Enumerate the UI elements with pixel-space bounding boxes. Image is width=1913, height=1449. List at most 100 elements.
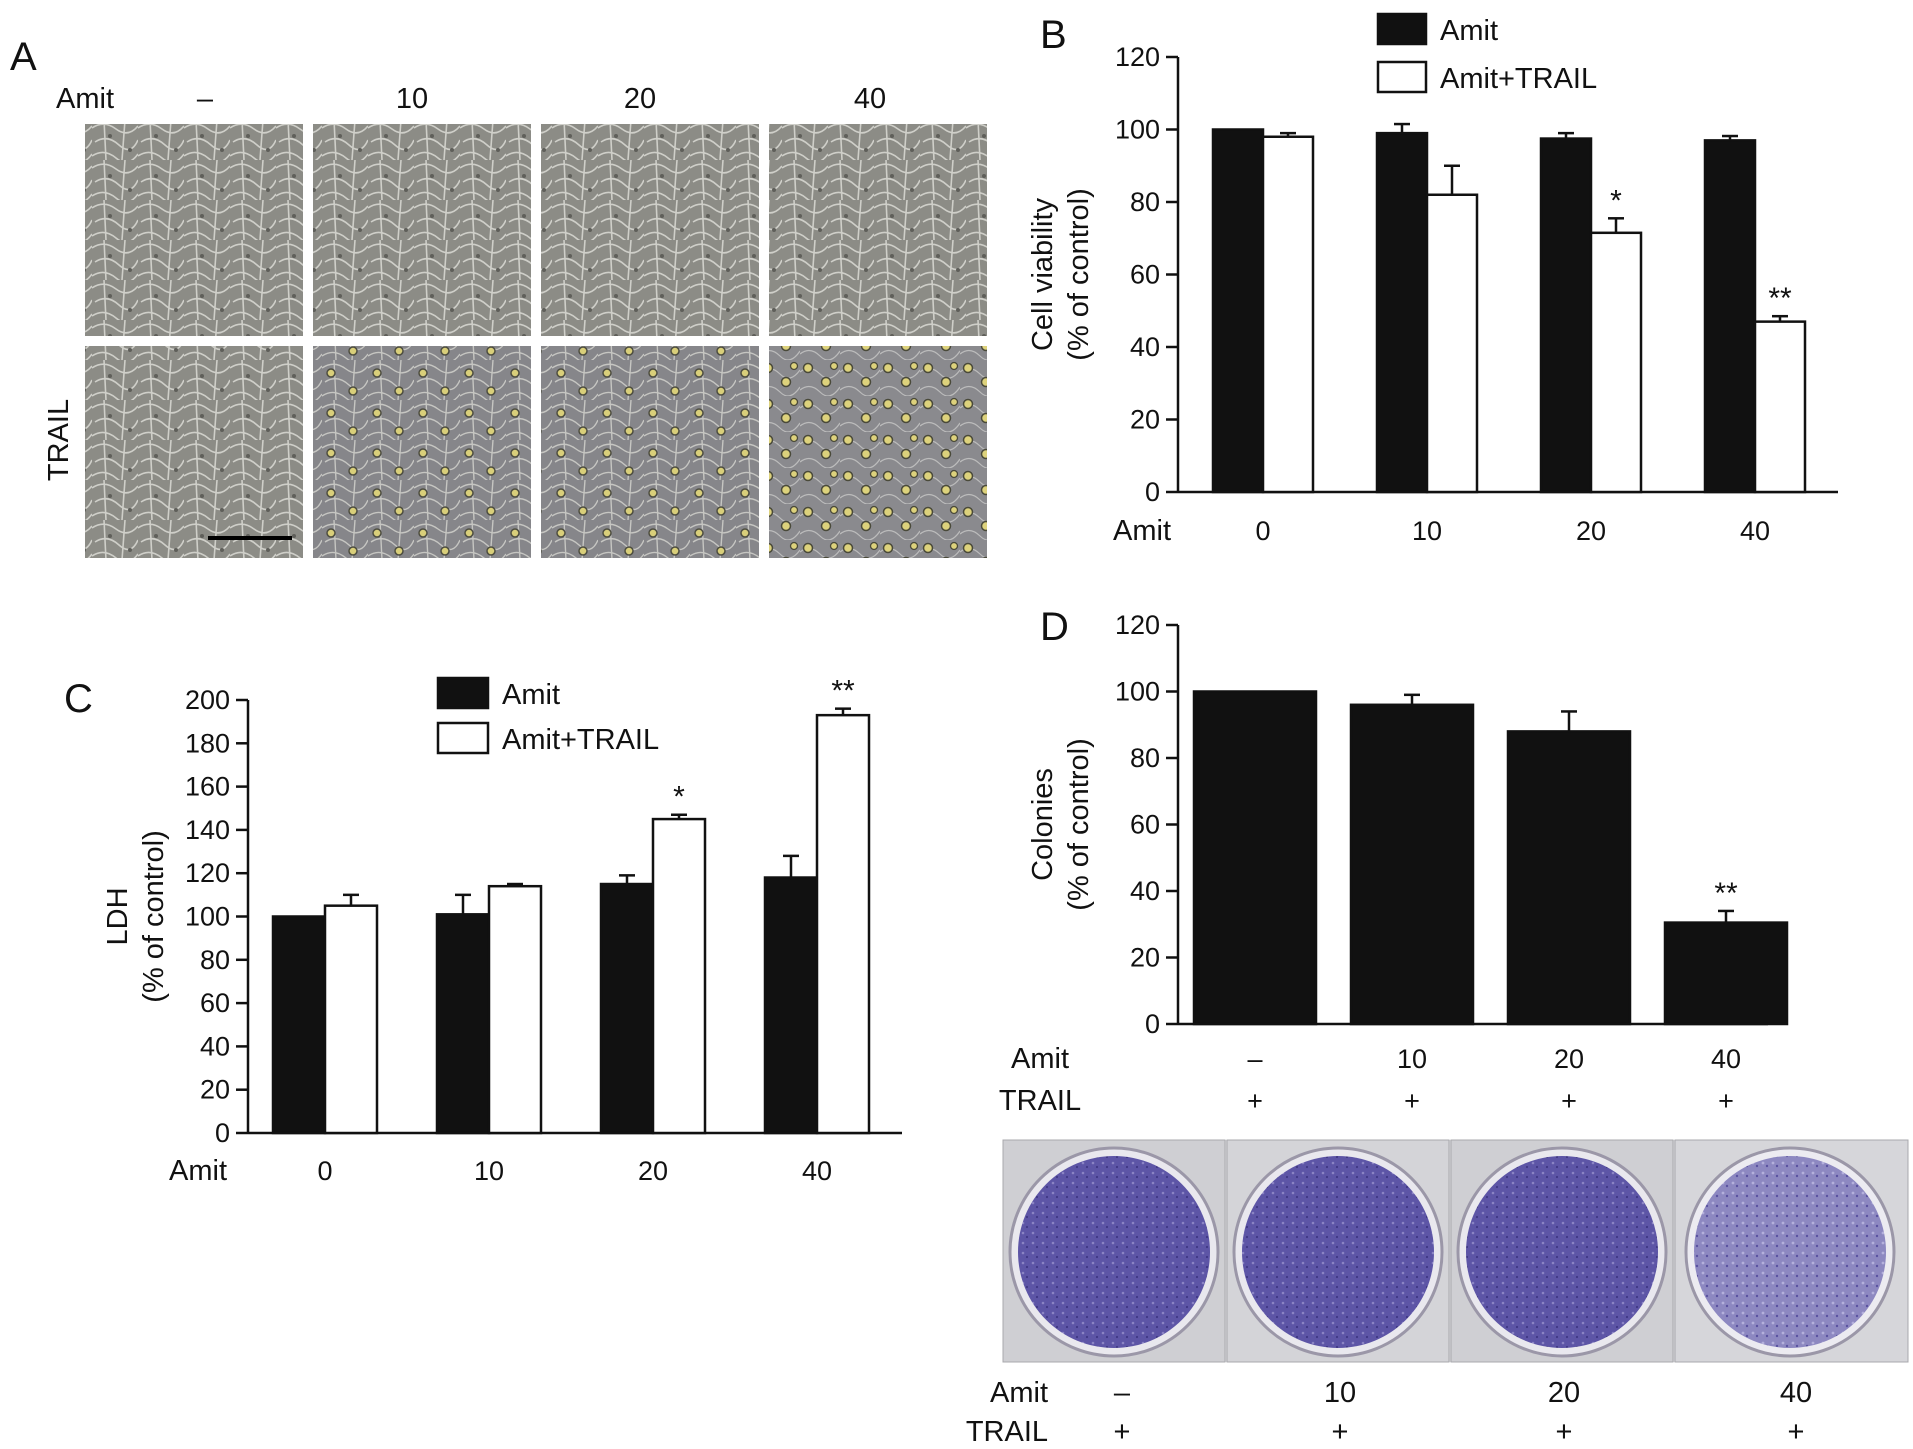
micrograph-trail-amit-20 xyxy=(541,346,759,558)
chart-d-xtick-label-3: 40 xyxy=(1711,1044,1741,1074)
chart-d-xtick-label-1: 10 xyxy=(1397,1044,1427,1074)
chart-c-bar-0-3 xyxy=(763,876,819,1135)
chart-b-annotation-0: * xyxy=(1610,184,1622,217)
chart-d-annotation-0: ** xyxy=(1714,877,1738,910)
chart-b-ytick-label-0: 0 xyxy=(1145,477,1160,507)
chart-d-bar-0-3 xyxy=(1663,921,1789,1026)
plates-col-label-2: 20 xyxy=(1548,1377,1580,1409)
chart-b-ylabel-line1: Cell viability xyxy=(1027,197,1059,351)
chart-d-second-row-label: TRAIL xyxy=(999,1085,1081,1117)
chart-d-ytick-label-2: 40 xyxy=(1130,876,1160,906)
chart-b-ytick-label-4: 80 xyxy=(1130,187,1160,217)
chart-d-trail-mark-0: + xyxy=(1247,1086,1263,1116)
panel-letter-c: C xyxy=(64,677,93,721)
chart-c-bar-1-2 xyxy=(651,817,707,1135)
chart-c-ylabel-line2: (% of control) xyxy=(138,830,170,1002)
plates-trail-mark-2: + xyxy=(1556,1416,1573,1448)
chart-d-bar-0-1 xyxy=(1349,703,1475,1026)
plates-col-label-3: 40 xyxy=(1780,1377,1812,1409)
chart-b-bar-0-0 xyxy=(1211,128,1265,494)
chart-c-bar-0-1 xyxy=(435,913,491,1135)
chart-c-ytick-label-7: 140 xyxy=(185,815,230,845)
plate-colonies-3 xyxy=(1694,1156,1886,1348)
chart-b: B Cell viability (% of control) Amit 0 20… xyxy=(1027,12,1838,547)
panel-a-col-label-1: 10 xyxy=(396,83,428,115)
panel-a-amit-label: Amit xyxy=(56,83,114,115)
chart-d-trail-mark-3: + xyxy=(1718,1086,1734,1116)
chart-c-ytick-label-2: 40 xyxy=(200,1031,230,1061)
chart-d-ytick-label-4: 80 xyxy=(1130,743,1160,773)
chart-d: D Colonies (% of control) Amit TRAIL 0 20… xyxy=(999,605,1789,1117)
chart-c-annotation-1: ** xyxy=(831,675,855,708)
micrograph-amit-20 xyxy=(541,124,759,336)
chart-c-legend-label-1: Amit+TRAIL xyxy=(502,724,659,756)
chart-c-legend-swatch-1 xyxy=(436,721,490,755)
chart-c-xtick-label-2: 20 xyxy=(638,1156,668,1186)
chart-b-ylabel-line2: (% of control) xyxy=(1063,188,1095,360)
chart-c-bar-0-2 xyxy=(599,882,655,1135)
plates-amit-label: Amit xyxy=(990,1377,1048,1409)
chart-c-bar-1-1 xyxy=(487,884,543,1135)
chart-b-xtick-label-0: 0 xyxy=(1255,516,1270,546)
chart-b-ytick-label-1: 20 xyxy=(1130,405,1160,435)
panel-a-col-label-2: 20 xyxy=(624,83,656,115)
chart-c-ylabel-line1: LDH xyxy=(102,887,134,945)
panel-letter-b: B xyxy=(1040,13,1067,57)
panel-a-col-label-3: 40 xyxy=(854,83,886,115)
chart-c-bar-1-0 xyxy=(323,904,379,1135)
chart-b-bar-1-1 xyxy=(1425,193,1479,494)
chart-d-ytick-label-6: 120 xyxy=(1115,610,1160,640)
chart-d-bar-0-2 xyxy=(1506,730,1632,1026)
plates-trail-mark-0: + xyxy=(1114,1416,1131,1448)
chart-d-ytick-label-3: 60 xyxy=(1130,810,1160,840)
chart-b-ytick-label-3: 60 xyxy=(1130,260,1160,290)
chart-b-bar-1-3 xyxy=(1753,320,1807,494)
chart-d-ytick-label-1: 20 xyxy=(1130,943,1160,973)
plate-colonies-2 xyxy=(1466,1156,1658,1348)
micrograph-control xyxy=(85,124,303,336)
chart-c-ytick-label-1: 20 xyxy=(200,1075,230,1105)
micrograph-amit-10 xyxy=(313,124,531,336)
chart-c-bar-1-3 xyxy=(815,713,871,1135)
chart-c-ytick-label-10: 200 xyxy=(185,685,230,715)
chart-b-legend-label-1: Amit+TRAIL xyxy=(1440,63,1597,95)
chart-b-xtick-label-1: 10 xyxy=(1412,516,1442,546)
chart-d-ylabel-line1: Colonies xyxy=(1027,768,1059,881)
chart-c-xtick-label-1: 10 xyxy=(474,1156,504,1186)
chart-c-category-label: Amit xyxy=(169,1155,227,1187)
chart-b-legend-label-0: Amit xyxy=(1440,15,1498,47)
chart-d-bar-0-0 xyxy=(1192,690,1318,1026)
chart-c-annotation-0: * xyxy=(673,781,685,814)
chart-c-legend-label-0: Amit xyxy=(502,679,560,711)
chart-c-ytick-label-4: 80 xyxy=(200,945,230,975)
plates-col-label-1: 10 xyxy=(1324,1377,1356,1409)
chart-b-legend-swatch-1 xyxy=(1376,60,1428,94)
chart-d-category-label: Amit xyxy=(1011,1043,1069,1075)
chart-c-xtick-label-3: 40 xyxy=(802,1156,832,1186)
panel-a: A Amit – 10 20 40 TRAIL xyxy=(10,35,987,558)
chart-c-ytick-label-0: 0 xyxy=(215,1118,230,1148)
plates-col-label-0: – xyxy=(1114,1377,1131,1409)
plates-trail-label: TRAIL xyxy=(966,1416,1048,1448)
chart-b-xtick-label-2: 20 xyxy=(1576,516,1606,546)
chart-c-ytick-label-9: 180 xyxy=(185,728,230,758)
chart-d-trail-mark-1: + xyxy=(1404,1086,1420,1116)
chart-d-xtick-label-2: 20 xyxy=(1554,1044,1584,1074)
chart-b-bar-0-2 xyxy=(1539,137,1593,494)
micrograph-trail-amit-40 xyxy=(769,346,987,558)
chart-b-ytick-label-5: 100 xyxy=(1115,115,1160,145)
chart-b-bar-0-3 xyxy=(1703,139,1757,494)
chart-c: C LDH (% of control) Amit 02040608010012… xyxy=(64,675,902,1187)
chart-c-ytick-label-5: 100 xyxy=(185,902,230,932)
chart-c-xtick-label-0: 0 xyxy=(317,1156,332,1186)
panel-letter-d: D xyxy=(1040,605,1069,649)
chart-b-xtick-label-3: 40 xyxy=(1740,516,1770,546)
panel-letter-a: A xyxy=(10,35,37,79)
chart-c-ytick-label-8: 160 xyxy=(185,772,230,802)
chart-d-ytick-label-0: 0 xyxy=(1145,1009,1160,1039)
plate-colonies-1 xyxy=(1242,1156,1434,1348)
chart-c-ytick-label-6: 120 xyxy=(185,858,230,888)
micrograph-trail-control xyxy=(85,346,303,558)
micrograph-amit-40 xyxy=(769,124,987,336)
